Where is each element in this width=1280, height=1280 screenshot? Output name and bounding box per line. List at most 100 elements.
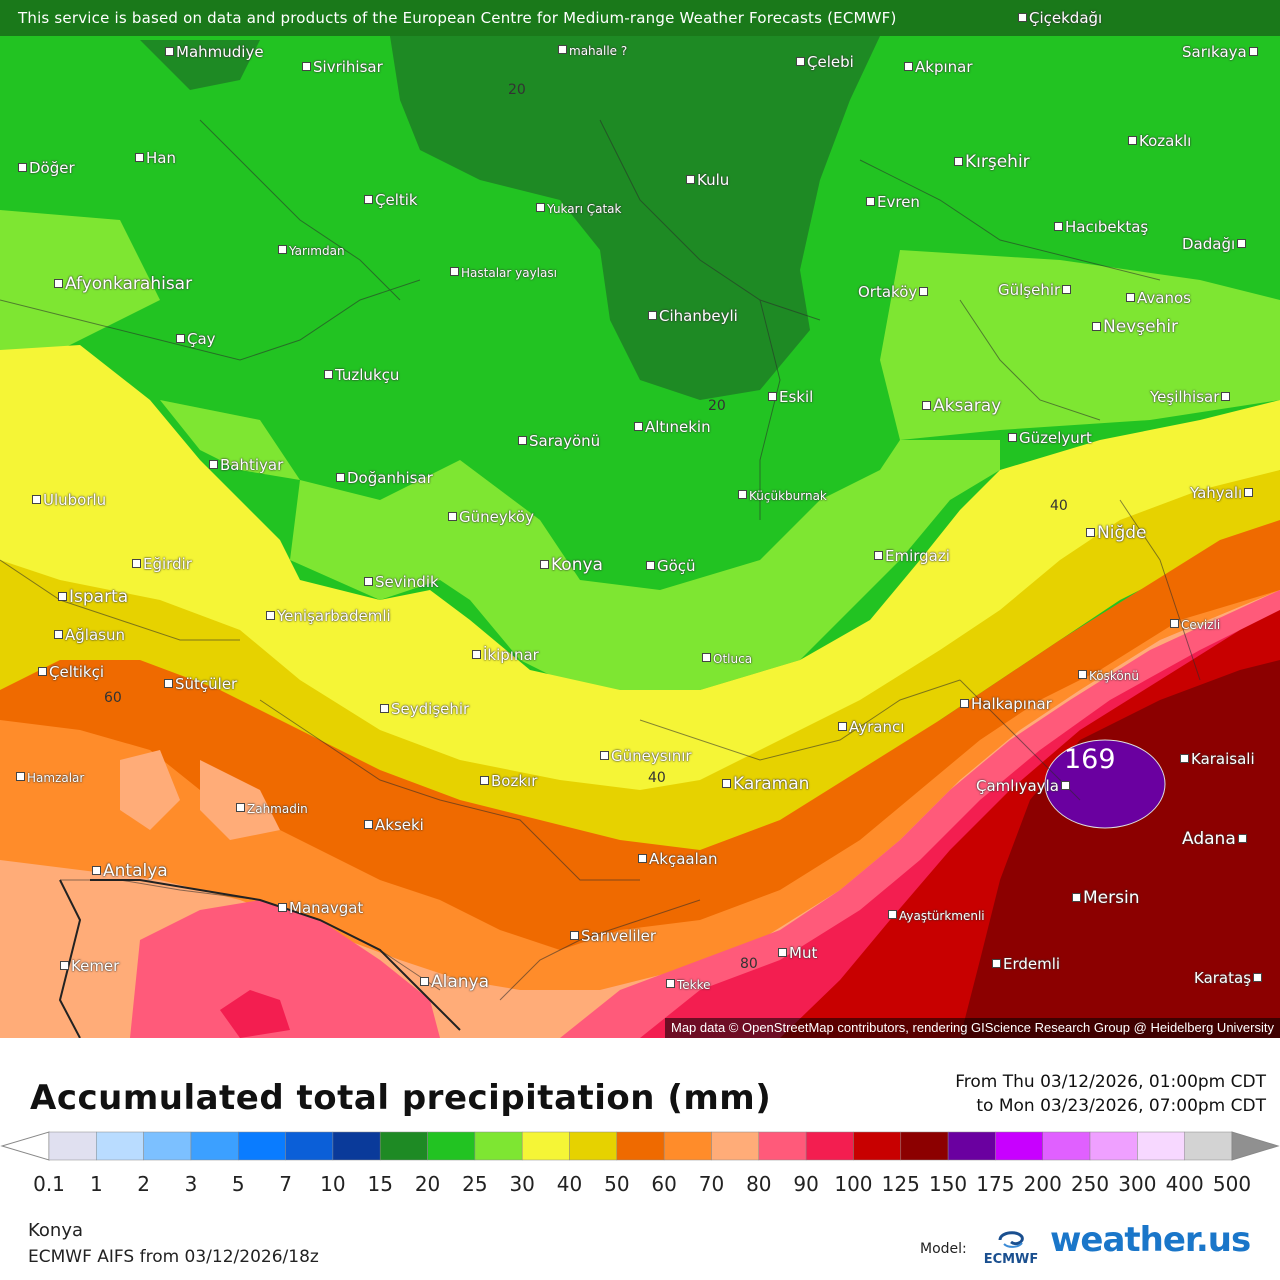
scale-swatch: [663, 1131, 712, 1161]
city-dot-icon: [1126, 293, 1135, 302]
city-dot-icon: [600, 751, 609, 760]
city-marker[interactable]: Mahmudiye: [163, 44, 264, 60]
city-marker[interactable]: Hamzalar: [14, 770, 84, 786]
city-marker[interactable]: Eğirdir: [130, 556, 192, 572]
city-dot-icon: [702, 653, 711, 662]
city-marker[interactable]: Ayaştürkmenli: [886, 908, 985, 924]
city-marker[interactable]: Tuzlukçu: [322, 367, 399, 383]
city-marker[interactable]: Bozkır: [478, 773, 537, 789]
city-marker[interactable]: Zahmadin: [234, 801, 308, 817]
city-marker[interactable]: Karaman: [720, 776, 809, 793]
city-marker[interactable]: mahalle ?: [556, 43, 627, 59]
city-marker[interactable]: Göçü: [644, 558, 696, 574]
city-marker[interactable]: Halkapınar: [958, 696, 1052, 712]
city-marker[interactable]: Ayrancı: [836, 719, 904, 735]
precipitation-map[interactable]: This service is based on data and produc…: [0, 0, 1280, 1038]
city-marker[interactable]: Alanya: [418, 974, 489, 991]
city-marker[interactable]: Nevşehir: [1090, 319, 1178, 336]
city-dot-icon: [954, 157, 963, 166]
city-marker[interactable]: Altınekin: [632, 419, 711, 435]
city-marker[interactable]: Uluborlu: [30, 492, 106, 508]
scale-swatch: [1042, 1131, 1091, 1161]
color-scale-ticks: 0.1 1 2 3 5 7 10 15 20 25 30 40 50 60 70 80 90 100 125 150 1…: [0, 1172, 1280, 1200]
model-run-label: ECMWF AIFS from 03/12/2026/18z: [28, 1247, 319, 1267]
city-marker[interactable]: Evren: [864, 194, 920, 210]
city-marker[interactable]: Emirgazi: [872, 548, 950, 564]
city-marker[interactable]: Adana: [1182, 831, 1249, 848]
city-marker[interactable]: Tekke: [664, 977, 711, 993]
scale-arrow-left-icon: [0, 1131, 50, 1161]
city-marker[interactable]: Kırşehir: [952, 154, 1030, 171]
city-marker[interactable]: Akçaalan: [636, 851, 717, 867]
city-marker[interactable]: Akpınar: [902, 59, 973, 75]
city-marker[interactable]: Çeltik: [362, 192, 418, 208]
city-marker[interactable]: Sütçüler: [162, 676, 237, 692]
city-marker[interactable]: Yenişarbademli: [264, 608, 391, 624]
city-marker[interactable]: Cihanbeyli: [646, 308, 738, 324]
city-marker[interactable]: Aksaray: [920, 398, 1001, 415]
city-marker[interactable]: Yarımdan: [276, 243, 345, 259]
city-marker[interactable]: Güneyköy: [446, 509, 534, 525]
city-marker[interactable]: Yahyalı: [1190, 485, 1255, 501]
scale-swatch: [190, 1131, 239, 1161]
city-marker[interactable]: Bahtiyar: [207, 457, 283, 473]
city-marker[interactable]: Küçükburnak: [736, 488, 827, 504]
city-marker[interactable]: Döğer: [16, 160, 75, 176]
city-marker[interactable]: Kulu: [684, 172, 729, 188]
city-marker[interactable]: Ortaköy: [858, 284, 930, 300]
city-marker[interactable]: Seydişehir: [378, 701, 469, 717]
city-dot-icon: [209, 460, 218, 469]
city-marker[interactable]: Avanos: [1124, 290, 1191, 306]
city-dot-icon: [874, 551, 883, 560]
city-marker[interactable]: Karaisali: [1178, 751, 1255, 767]
contour-label: 80: [740, 956, 758, 972]
city-marker[interactable]: Karataş: [1194, 970, 1264, 986]
city-marker[interactable]: Mersin: [1070, 890, 1139, 907]
city-dot-icon: [1180, 754, 1189, 763]
city-marker[interactable]: Kozaklı: [1126, 133, 1191, 149]
legend-panel: Accumulated total precipitation (mm) Fro…: [0, 1038, 1280, 1280]
city-marker[interactable]: Sivrihisar: [300, 59, 383, 75]
city-marker[interactable]: Çeltikçi: [36, 664, 104, 680]
scale-swatch: [569, 1131, 618, 1161]
city-marker[interactable]: Niğde: [1084, 525, 1146, 542]
city-marker[interactable]: Çiçekdağı: [1016, 10, 1102, 26]
city-marker[interactable]: Çamlıyayla: [976, 778, 1072, 794]
scale-tick-label: 30: [509, 1172, 535, 1196]
city-marker[interactable]: Kemer: [58, 958, 119, 974]
city-marker[interactable]: Sarıkaya: [1182, 44, 1260, 60]
date-from: From Thu 03/12/2026, 01:00pm CDT: [955, 1072, 1266, 1092]
city-marker[interactable]: Sevindik: [362, 574, 439, 590]
city-marker[interactable]: Köşkönü: [1076, 668, 1139, 684]
city-marker[interactable]: Yukarı Çatak: [534, 201, 621, 217]
city-marker[interactable]: Mut: [776, 945, 817, 961]
city-marker[interactable]: Otluca: [700, 651, 752, 667]
city-marker[interactable]: Eskil: [766, 389, 813, 405]
city-marker[interactable]: Akseki: [362, 817, 424, 833]
city-marker[interactable]: Doğanhisar: [334, 470, 433, 486]
city-marker[interactable]: Çelebi: [794, 54, 854, 70]
weatherus-logo[interactable]: weather.us: [1050, 1220, 1251, 1260]
city-marker[interactable]: Afyonkarahisar: [52, 276, 192, 293]
city-marker[interactable]: Cevizli: [1168, 617, 1220, 633]
city-marker[interactable]: Konya: [538, 557, 603, 574]
scale-tick-label: 50: [604, 1172, 630, 1196]
city-marker[interactable]: Hastalar yaylası: [448, 265, 557, 281]
city-marker[interactable]: İkipınar: [470, 647, 539, 663]
city-marker[interactable]: Ağlasun: [52, 627, 125, 643]
city-marker[interactable]: Gülşehir: [998, 282, 1073, 298]
city-marker[interactable]: Dadağı: [1182, 236, 1248, 252]
city-marker[interactable]: Güneysınır: [598, 748, 692, 764]
city-marker[interactable]: Çay: [174, 331, 216, 347]
city-marker[interactable]: Sarıveliler: [568, 928, 656, 944]
city-marker[interactable]: Manavgat: [276, 900, 363, 916]
ecmwf-swirl-icon: [998, 1231, 1024, 1248]
city-marker[interactable]: Antalya: [90, 863, 168, 880]
city-marker[interactable]: Güzelyurt: [1006, 430, 1092, 446]
city-marker[interactable]: Hacıbektaş: [1052, 219, 1148, 235]
city-marker[interactable]: Erdemli: [990, 956, 1060, 972]
city-marker[interactable]: Isparta: [56, 589, 128, 606]
city-marker[interactable]: Yeşilhisar: [1150, 389, 1232, 405]
city-marker[interactable]: Han: [133, 150, 176, 166]
city-marker[interactable]: Sarayönü: [516, 433, 600, 449]
